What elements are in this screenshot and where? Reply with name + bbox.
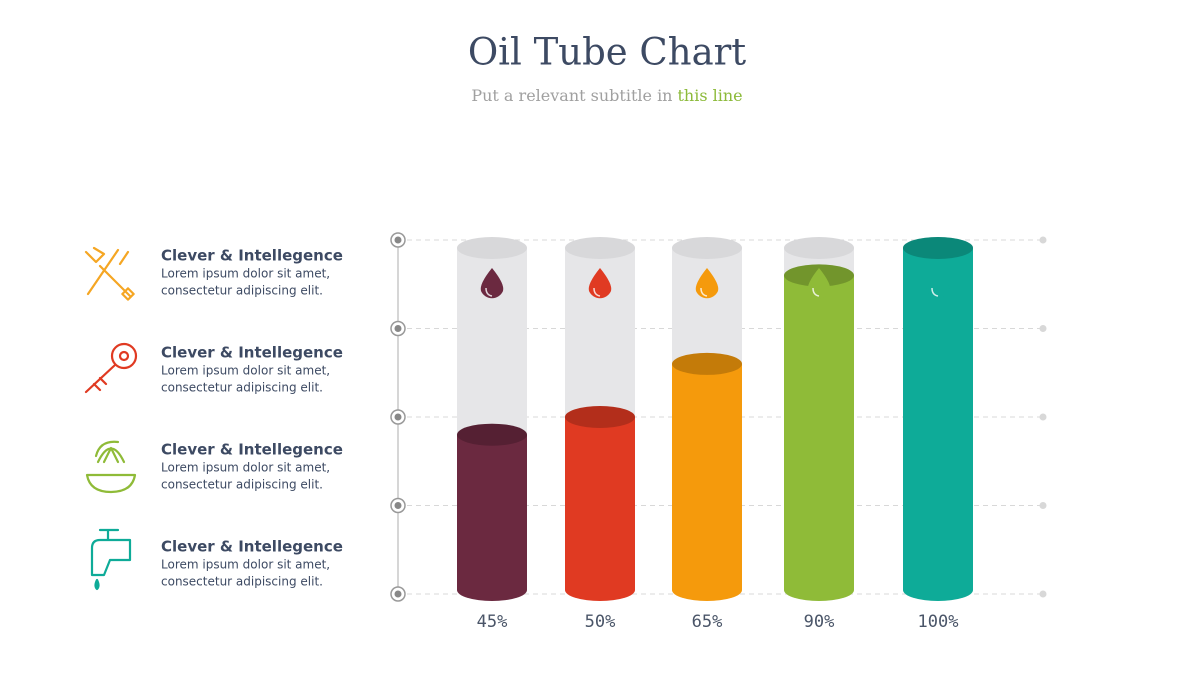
oil-top-shade: [565, 406, 635, 428]
grid-end: [1039, 590, 1047, 598]
feature-title: Clever & Intellegence: [161, 344, 343, 362]
tube-rim: [565, 237, 635, 259]
oil-top: [565, 406, 635, 428]
oil: [565, 417, 635, 590]
key-icon: [84, 342, 138, 394]
feature-text: consectetur adipiscing elit.: [161, 381, 323, 395]
oil: [672, 363, 742, 590]
drop-shine: [485, 287, 493, 297]
tube-rim: [672, 237, 742, 259]
tube-rim: [784, 237, 854, 259]
feature-text: consectetur adipiscing elit.: [161, 284, 323, 298]
oil-top: [672, 352, 742, 375]
oil-top-shade: [672, 352, 742, 375]
chart: 45% 50% 65% 90% 100%: [390, 232, 1047, 632]
oil: [457, 434, 527, 590]
drop-shine: [593, 287, 601, 297]
feature-text: Lorem ipsum dolor sit amet,: [161, 267, 330, 281]
tube-rim: [457, 237, 527, 259]
drop-shine: [812, 287, 820, 297]
subtitle: Put a relevant subtitle in this line: [471, 86, 742, 105]
juicer-icon: [85, 440, 137, 494]
drop-shine: [700, 287, 708, 297]
oil-top-shade: [457, 423, 527, 446]
value-label: 45%: [477, 612, 508, 632]
feature-text: Lorem ipsum dolor sit amet,: [161, 364, 330, 378]
feature-text: Lorem ipsum dolor sit amet,: [161, 461, 330, 475]
value-label: 50%: [585, 612, 616, 632]
oil-top: [457, 423, 527, 446]
subtitle-highlight: this line: [677, 86, 742, 105]
oil: [903, 248, 973, 590]
value-label: 90%: [804, 612, 835, 632]
tools-icon: [84, 246, 135, 301]
tick-dot: [394, 325, 402, 332]
drop-shine: [931, 287, 939, 297]
grid-end: [1039, 502, 1047, 509]
feature-text: Lorem ipsum dolor sit amet,: [161, 558, 330, 572]
feature-list: Clever & Intellegence Lorem ipsum dolor s…: [161, 247, 343, 589]
grid-end: [1039, 325, 1047, 332]
grid-end: [1039, 413, 1047, 421]
oil: [784, 275, 854, 590]
feature-title: Clever & Intellegence: [161, 538, 343, 556]
tick-dot: [394, 502, 402, 509]
value-label: 100%: [918, 612, 959, 632]
oil-top: [903, 237, 973, 259]
subtitle-text: Put a relevant subtitle in: [471, 86, 672, 105]
tick-dot: [394, 236, 402, 244]
title: Oil Tube Chart: [468, 31, 746, 74]
feature-title: Clever & Intellegence: [161, 441, 343, 459]
feature-text: consectetur adipiscing elit.: [161, 575, 323, 589]
grid-end: [1039, 236, 1047, 244]
feature-text: consectetur adipiscing elit.: [161, 478, 323, 492]
tick-dot: [394, 413, 402, 421]
tick-dot: [394, 590, 402, 598]
feature-title: Clever & Intellegence: [161, 247, 343, 265]
oil-top-shade: [903, 237, 973, 259]
value-label: 65%: [692, 612, 723, 632]
tap-icon: [90, 528, 132, 591]
